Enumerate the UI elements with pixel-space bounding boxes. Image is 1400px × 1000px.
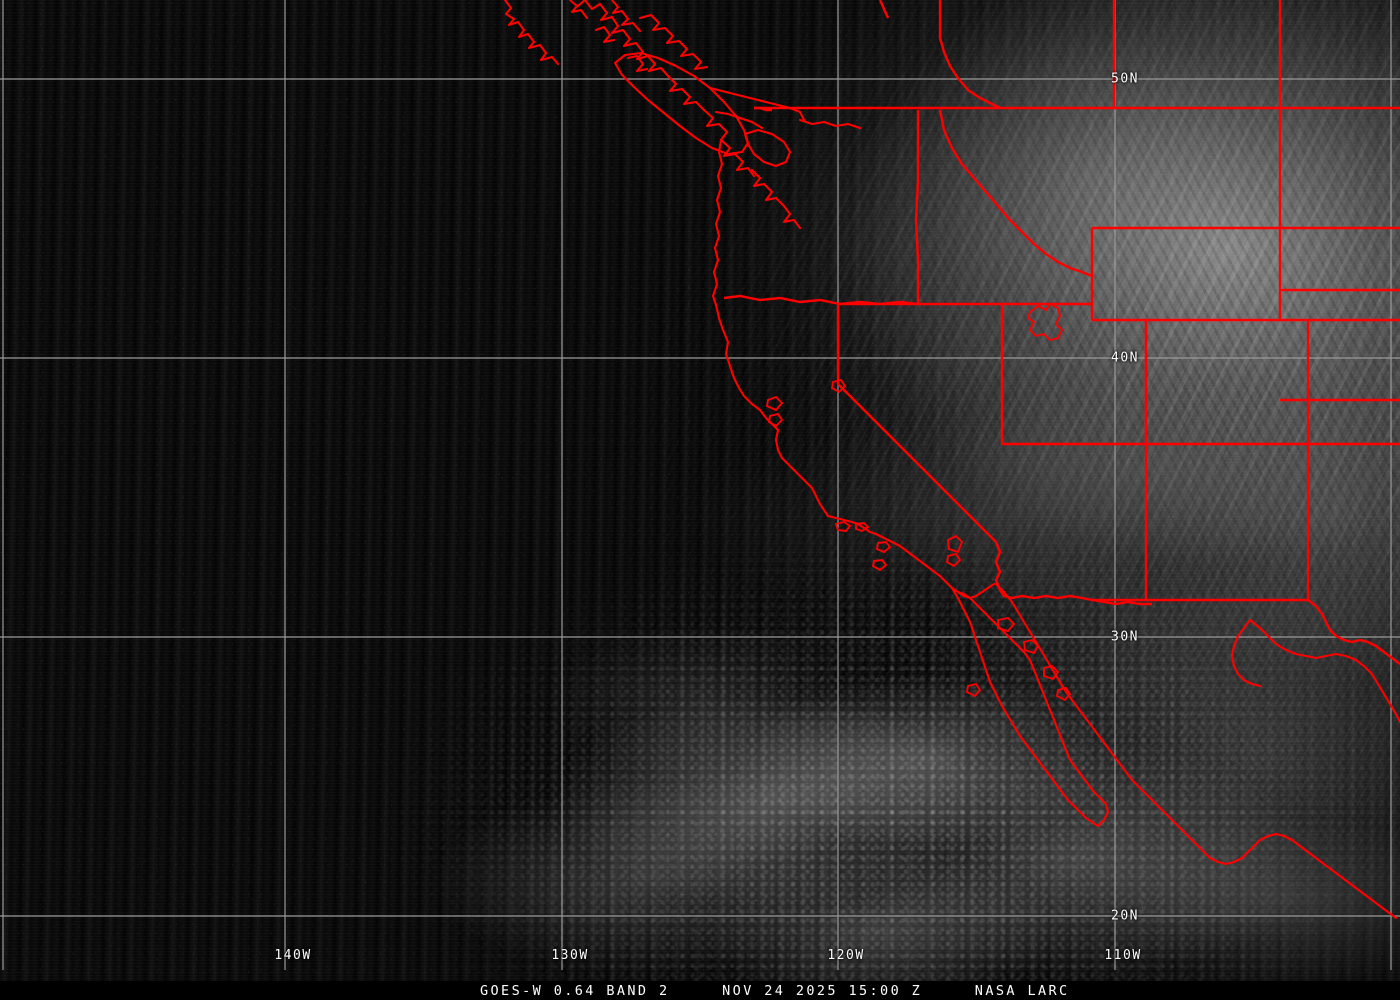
pacific-coastline — [711, 138, 996, 600]
us-state-borders — [723, 108, 1400, 665]
lat-label-40n: 40N — [1111, 350, 1139, 366]
lat-label-30n: 30N — [1111, 629, 1139, 645]
mexico-coastline — [1230, 618, 1400, 724]
lat-label-20n: 20N — [1111, 908, 1139, 924]
british-columbia-coastline — [503, 0, 756, 178]
caption-bar: GOES-W 0.64 BAND 2 NOV 24 2025 15:00 Z N… — [0, 981, 1400, 1000]
lon-label-130w: 130W — [551, 948, 589, 963]
lat-label-50n: 50N — [1111, 71, 1139, 87]
us-canada-border — [754, 106, 1400, 112]
lon-label-110w: 110W — [1104, 948, 1142, 963]
inland-lakes — [765, 378, 964, 568]
canada-province-borders — [878, 0, 1282, 110]
lon-label-120w: 120W — [827, 948, 865, 963]
graticule-grid — [0, 0, 1400, 970]
great-salt-lake — [1026, 302, 1064, 342]
channel-islands — [834, 520, 892, 572]
baja-california-coastline — [950, 582, 1398, 920]
lon-label-140w: 140W — [274, 948, 312, 963]
puget-sound-coastline — [708, 86, 862, 230]
product-caption: GOES-W 0.64 BAND 2 NOV 24 2025 15:00 Z N… — [480, 982, 1070, 999]
